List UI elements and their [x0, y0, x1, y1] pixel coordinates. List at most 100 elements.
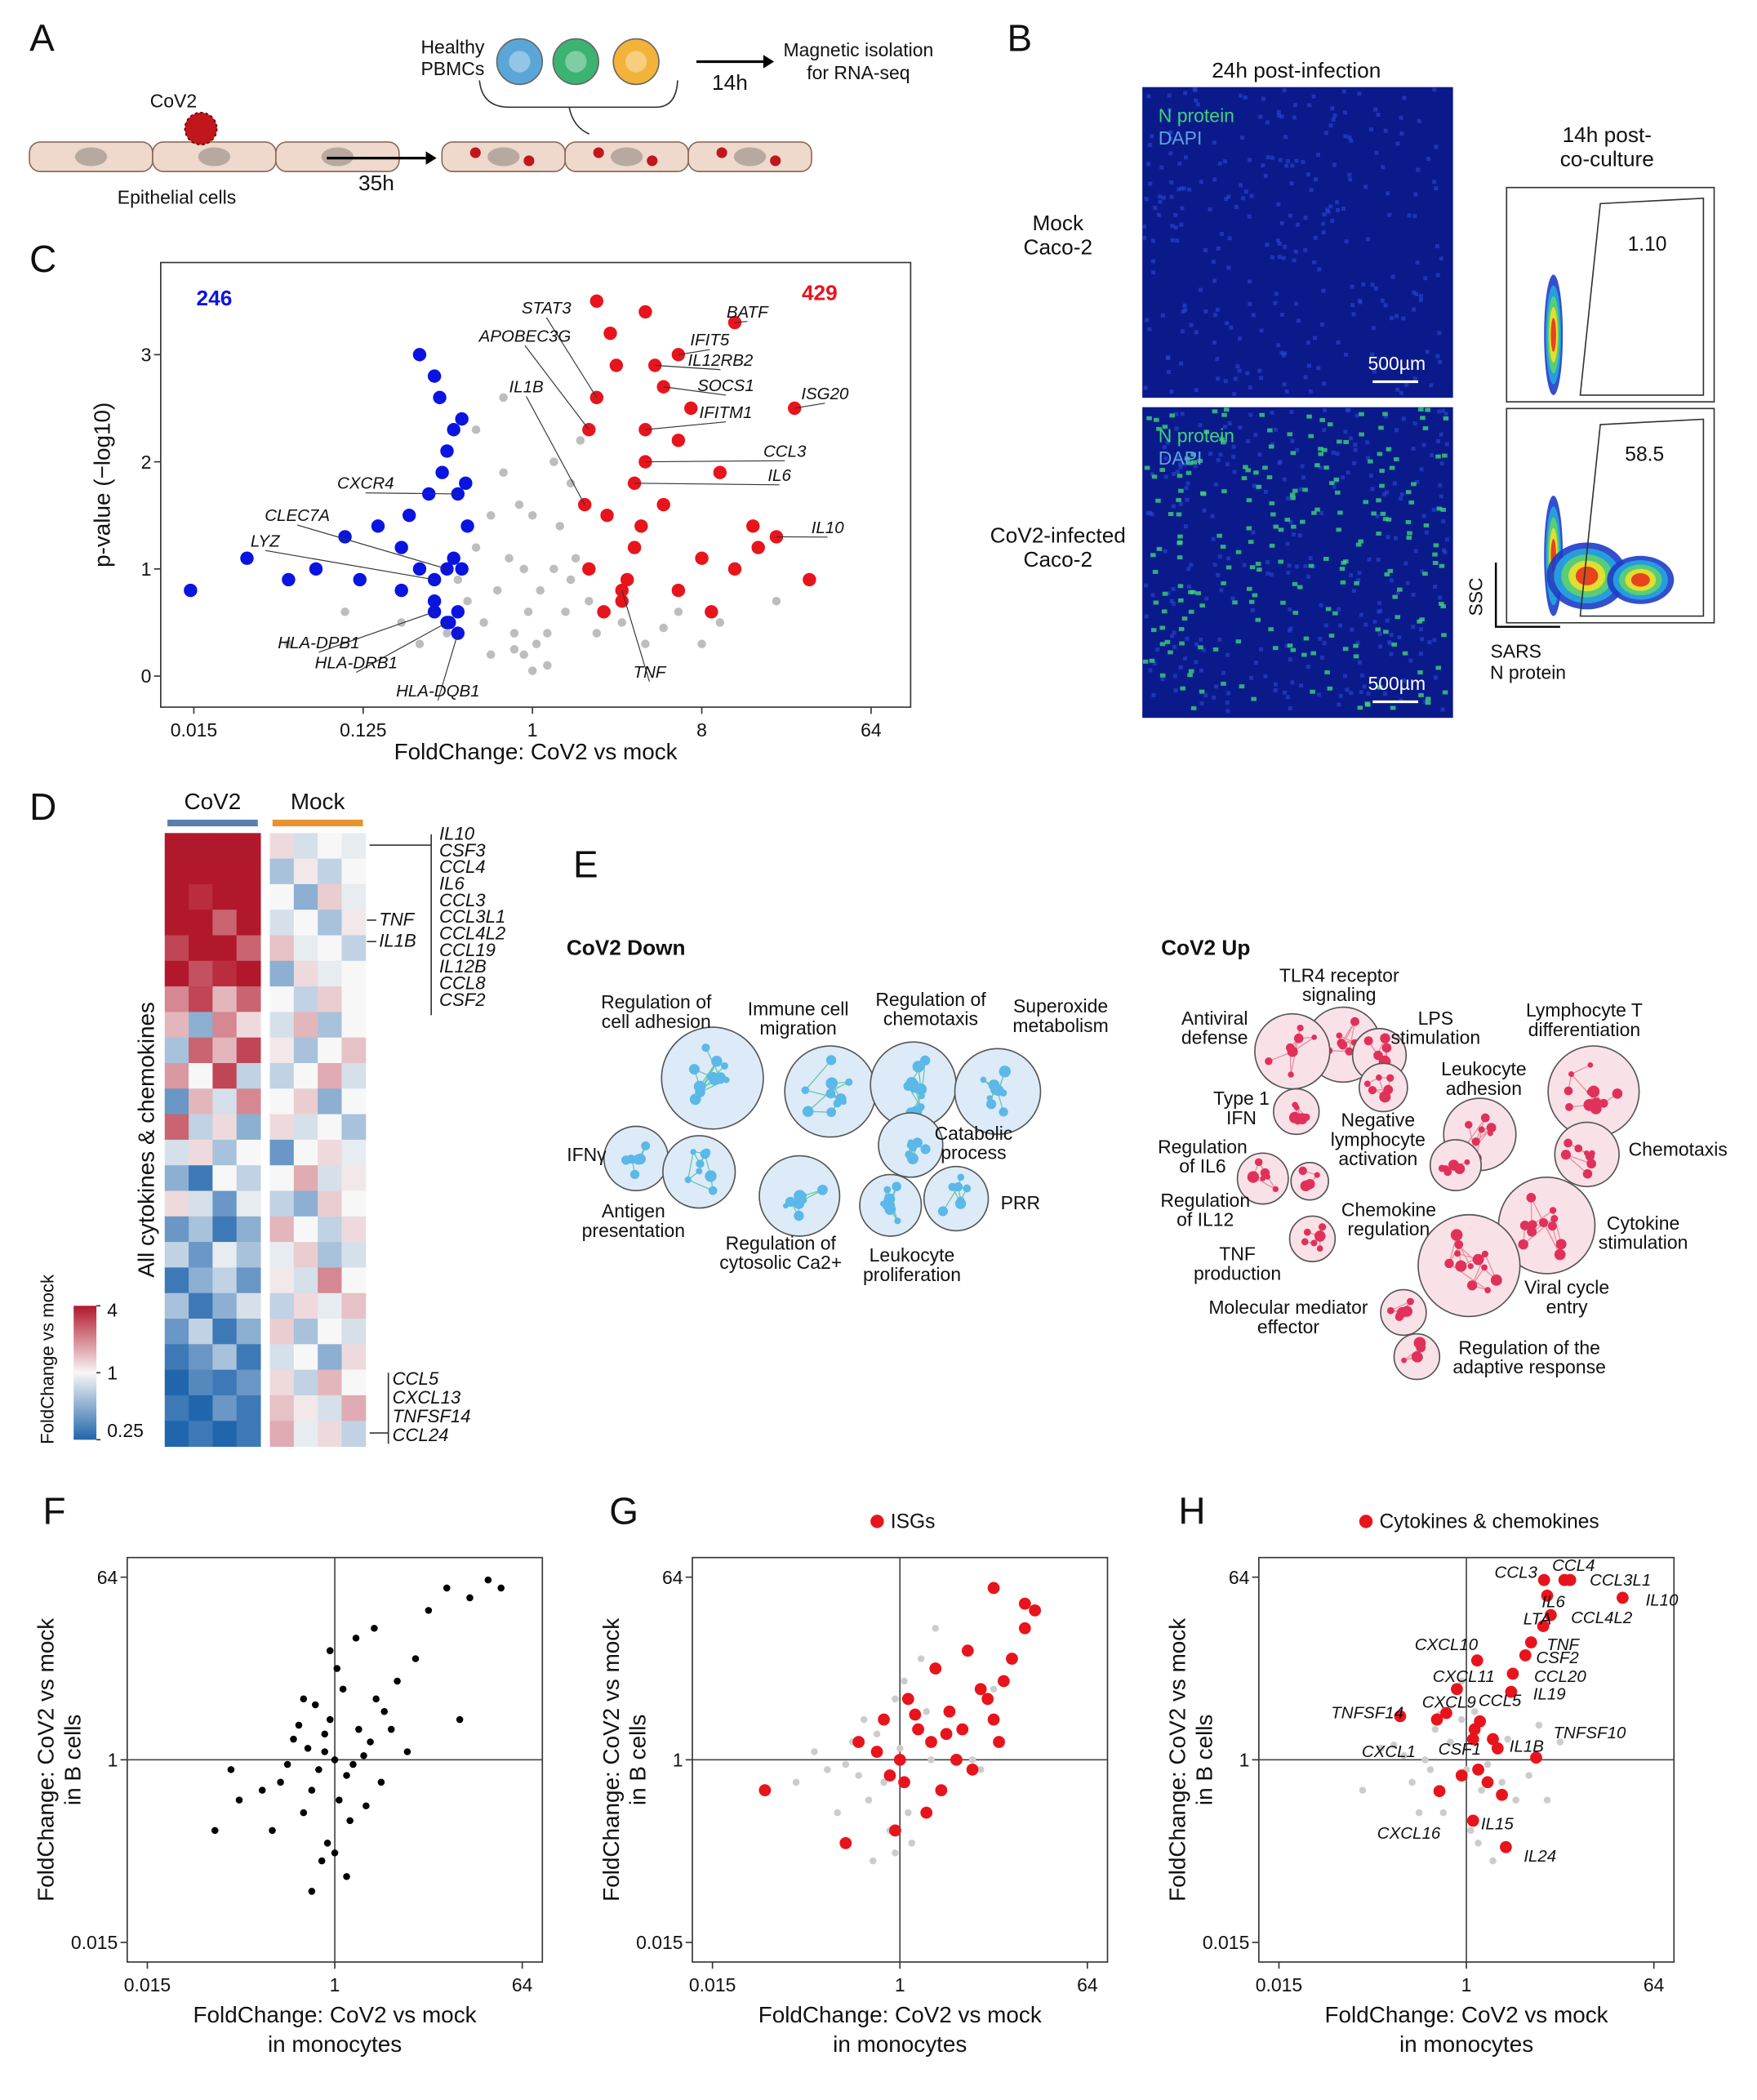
heat-cell: [293, 960, 318, 987]
nucleus-dot: [1382, 366, 1387, 371]
n-protein-dot: [1290, 496, 1296, 501]
point: [935, 1784, 948, 1796]
y-tick-label: 0.015: [71, 1932, 118, 1953]
density: [1550, 318, 1556, 352]
n-protein-dot: [1253, 470, 1259, 475]
group-bar: [167, 819, 258, 827]
point: [387, 1725, 395, 1733]
point: [576, 436, 585, 445]
edge: [687, 1151, 694, 1181]
heat-cell: [318, 1292, 342, 1319]
heat-cell: [212, 1037, 238, 1064]
heat-cell: [164, 1190, 189, 1217]
nucleus-dot: [1383, 303, 1388, 308]
gene-label: IL1B: [509, 378, 544, 397]
point: [1472, 1763, 1484, 1776]
n-protein-dot: [1323, 465, 1329, 470]
point: [402, 509, 416, 523]
node: [903, 1081, 914, 1092]
point: [1505, 1685, 1518, 1698]
legend-label: ISGs: [891, 1511, 936, 1533]
node: [825, 1055, 837, 1066]
point: [336, 1796, 343, 1804]
point: [427, 594, 442, 608]
node: [826, 1107, 837, 1118]
nucleus-dot: [1344, 239, 1349, 244]
n-protein-dot: [1190, 590, 1196, 594]
heat-cell: [269, 1114, 295, 1141]
nucleus-dot: [1152, 661, 1157, 666]
node: [920, 1144, 931, 1155]
n-protein-dot: [1442, 453, 1448, 458]
nucleus-dot: [1421, 443, 1426, 447]
point: [1426, 1766, 1435, 1773]
nucleus-dot: [1357, 571, 1362, 576]
n-protein-dot: [1185, 470, 1192, 475]
y-tick-label: 1: [141, 558, 152, 580]
nucleus-dot: [1370, 352, 1375, 357]
gene-label: TNFSF14: [1331, 1703, 1403, 1722]
leader-line: [645, 421, 727, 430]
point: [460, 519, 474, 533]
n-protein-dot: [1407, 531, 1412, 536]
nucleus-dot: [1212, 340, 1217, 345]
point: [905, 1809, 912, 1817]
nucleus-dot: [1252, 483, 1257, 488]
micrograph: [1142, 87, 1453, 398]
point: [987, 1582, 1000, 1595]
n-protein-dot: [1181, 616, 1188, 621]
heat-cell: [269, 935, 295, 962]
node: [1586, 1088, 1594, 1096]
point: [976, 1766, 985, 1773]
point: [451, 605, 465, 619]
point: [1541, 1589, 1554, 1602]
nucleus-dot: [1182, 462, 1187, 467]
n-protein-dot: [1368, 459, 1373, 464]
heat-cell: [164, 833, 189, 860]
nucleus-dot: [1165, 356, 1170, 361]
nucleus-dot: [1227, 236, 1232, 241]
nucleus-dot: [1183, 656, 1188, 661]
point: [878, 1713, 890, 1726]
nucleus-dot: [1227, 421, 1232, 425]
n-protein-dot: [1333, 477, 1340, 482]
nucleus-dot: [1153, 206, 1158, 211]
n-protein-dot: [1359, 432, 1364, 437]
node: [1526, 1193, 1537, 1203]
node: [700, 1149, 710, 1159]
cluster-label: Antigen: [602, 1200, 665, 1221]
n-protein-dot: [1397, 587, 1403, 592]
node: [701, 1043, 710, 1052]
nucleus-dot: [1175, 469, 1180, 474]
heat-cell: [293, 1062, 318, 1089]
heat-cell: [269, 1369, 295, 1396]
point: [566, 575, 576, 585]
n-protein-dot: [1359, 412, 1364, 416]
nucleus-dot: [1318, 636, 1323, 641]
point: [509, 629, 519, 638]
cluster-label: Viral cycle: [1524, 1277, 1609, 1298]
nucleus-dot: [1160, 313, 1165, 318]
edge: [687, 1179, 714, 1191]
nucleus-dot: [1243, 189, 1248, 194]
heat-cell: [164, 1062, 189, 1089]
heat-cell: [164, 1319, 189, 1345]
n-protein-dot: [1379, 469, 1385, 474]
n-protein-dot: [1278, 559, 1283, 564]
nucleus-dot: [1187, 187, 1192, 192]
nucleus-dot: [1354, 413, 1359, 418]
n-protein-dot: [1371, 511, 1377, 516]
gene-label: CCL4: [1552, 1556, 1595, 1575]
nucleus-dot: [1349, 572, 1354, 577]
heat-cell: [318, 1190, 342, 1217]
nucleus-dot: [1412, 290, 1417, 295]
heat-cell: [189, 1242, 213, 1268]
point: [463, 596, 472, 606]
row-label: Caco-2: [1024, 235, 1093, 260]
bracket: [367, 919, 376, 942]
n-protein-dot: [1262, 465, 1268, 470]
node: [1519, 1220, 1530, 1230]
node: [711, 1056, 723, 1067]
n-protein-dot: [1232, 600, 1238, 605]
heat-cell: [269, 858, 295, 885]
